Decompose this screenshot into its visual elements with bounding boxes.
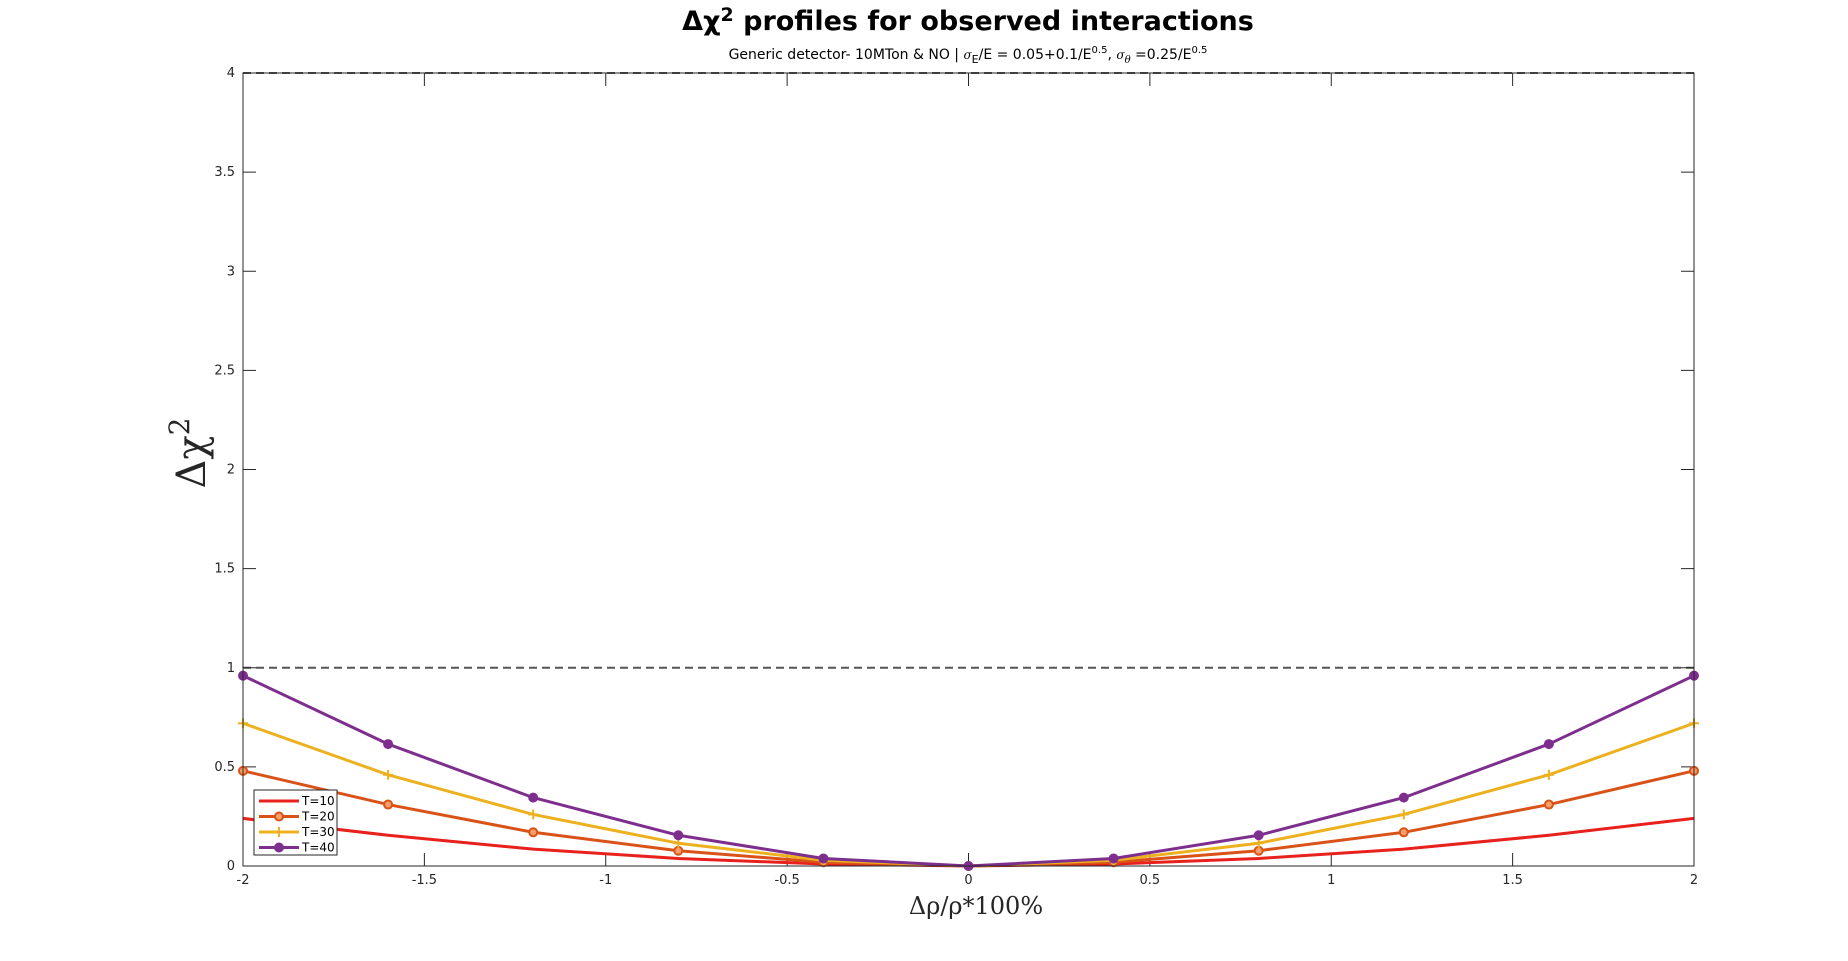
x-tick-label: 0: [964, 873, 972, 888]
chart-title: Δχ2 profiles for observed interactions: [682, 4, 1254, 37]
subtitle-sub-e: E: [972, 53, 979, 66]
data-point: [1253, 830, 1264, 841]
chart-title-sup: 2: [720, 4, 733, 26]
legend-item: T=10: [259, 794, 335, 808]
x-axis-label: Δρ/ρ*100%: [909, 892, 1043, 920]
y-tick-label: 1: [227, 661, 235, 676]
data-point: [528, 809, 539, 820]
y-axis-label-main: Δχ: [169, 435, 215, 488]
y-tick-label: 2.5: [214, 363, 235, 378]
legend-marker: [274, 827, 284, 837]
subtitle-sigma-1: σ: [963, 48, 972, 62]
chart-subtitle: Generic detector- 10MTon & NO | σE/E = 0…: [729, 45, 1208, 66]
y-tick-label: 3.5: [214, 165, 235, 180]
y-axis-label-sup: 2: [163, 418, 196, 436]
y-tick-label: 3: [227, 264, 235, 279]
subtitle-part3: ,: [1107, 47, 1116, 63]
y-tick-label: 2: [227, 463, 235, 478]
legend-label: T=20: [301, 810, 335, 824]
plot-area: [243, 73, 1694, 866]
chart-title-rest: profiles for observed interactions: [734, 6, 1254, 37]
data-point: [1543, 799, 1554, 810]
chart-title-prefix: Δχ: [682, 6, 720, 37]
subtitle-sub-theta: θ: [1125, 55, 1131, 66]
subtitle-sup-2: 0.5: [1192, 45, 1208, 56]
legend-label: T=40: [301, 841, 335, 855]
data-point: [383, 739, 394, 750]
x-tick-label: 2: [1690, 873, 1698, 888]
data-point: [1108, 853, 1119, 864]
subtitle-sup-1: 0.5: [1092, 45, 1108, 56]
legend-label: T=10: [301, 794, 335, 808]
y-tick-label: 1.5: [214, 562, 235, 577]
data-point: [1398, 792, 1409, 803]
data-point: [818, 853, 829, 864]
legend-item: T=30: [259, 825, 335, 839]
data-point: [1543, 739, 1554, 750]
data-point: [673, 830, 684, 841]
data-point: [1398, 827, 1409, 838]
x-tick-label: 1.5: [1502, 873, 1523, 888]
x-tick-label: -1: [599, 873, 612, 888]
y-tick-label: 0.5: [214, 760, 235, 775]
data-point: [528, 827, 539, 838]
legend-marker: [274, 811, 284, 822]
data-point: [1543, 769, 1554, 780]
subtitle-sigma-2: σ: [1116, 48, 1125, 62]
data-point: [383, 799, 394, 810]
legend-item: T=20: [259, 810, 335, 824]
subtitle-part4: =0.25/E: [1131, 47, 1192, 63]
subtitle-part2: /E = 0.05+0.1/E: [979, 47, 1092, 63]
x-tick-label: 1: [1327, 873, 1335, 888]
y-tick-label: 0: [227, 859, 235, 874]
legend-label: T=30: [301, 825, 335, 839]
legend-marker: [274, 842, 284, 853]
x-tick-label: -0.5: [774, 873, 799, 888]
plot-frame: [242, 72, 1695, 867]
data-point: [528, 792, 539, 803]
legend: T=10 T=20T=30 T=40: [253, 789, 338, 856]
y-axis-label: Δχ2: [163, 418, 215, 489]
tick-labels: -2 -1.5 -1 -0.5 0 0.5 1 1.5 2 0 0.5 1 1.5 2 2.5 3 3.5 4: [214, 66, 1698, 888]
x-tick-label: -2: [237, 873, 250, 888]
x-tick-label: -1.5: [412, 873, 437, 888]
data-point: [383, 769, 394, 780]
x-tick-label: 0.5: [1140, 873, 1161, 888]
subtitle-part1: Generic detector- 10MTon & NO |: [729, 47, 964, 63]
data-point: [1398, 809, 1409, 820]
y-tick-label: 4: [227, 66, 235, 81]
legend-item: T=40: [259, 841, 335, 855]
